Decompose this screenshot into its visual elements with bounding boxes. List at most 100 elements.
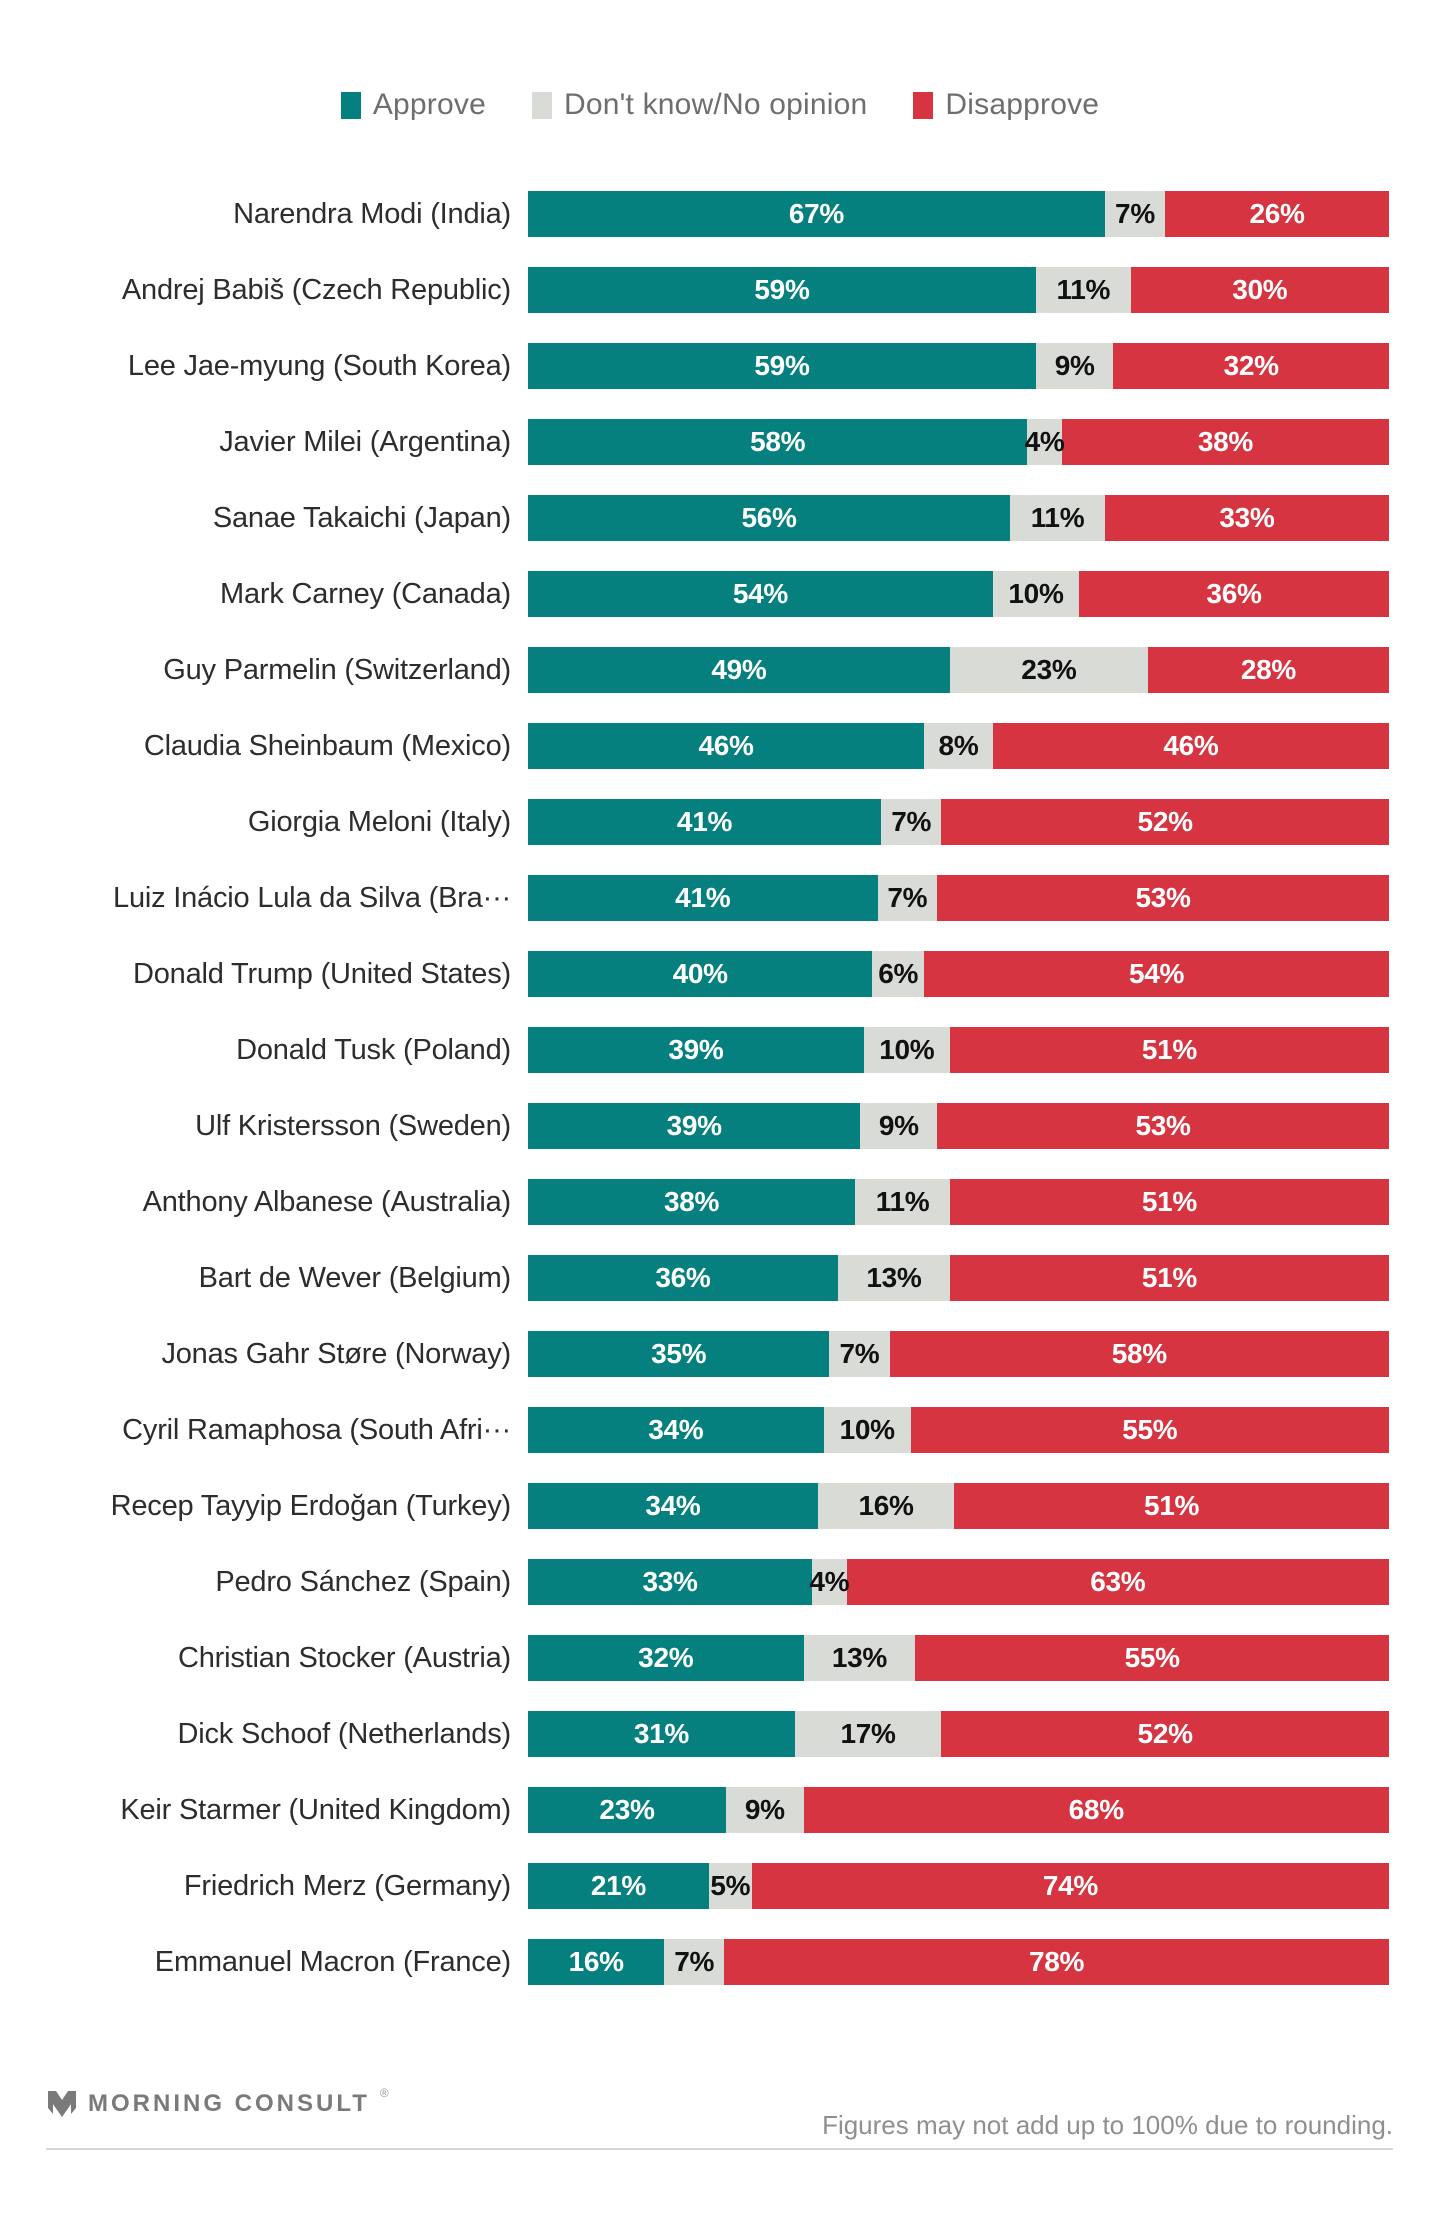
dont-know-segment: 7%	[877, 875, 938, 921]
leader-label: Bart de Wever (Belgium)	[198, 1261, 512, 1294]
disapprove-segment: 51%	[954, 1483, 1389, 1529]
approve-segment: 16%	[528, 1939, 665, 1985]
segment-value-label: 68%	[1068, 1794, 1124, 1825]
brand-name: MORNING CONSULT	[88, 2090, 370, 2117]
legend-item: Don't know/No opinion	[531, 88, 867, 122]
stacked-bar: 49% 23% 28%	[528, 647, 1389, 693]
segment-value-label: 59%	[754, 274, 810, 305]
disapprove-segment: 54%	[924, 951, 1389, 997]
stacked-bar: 46% 8% 46%	[528, 723, 1389, 769]
approve-segment: 40%	[528, 951, 873, 997]
approve-segment: 34%	[528, 1483, 818, 1529]
dont-know-segment: 7%	[829, 1331, 890, 1377]
segment-value-label: 7%	[887, 882, 928, 913]
leader-label: Jonas Gahr Støre (Norway)	[161, 1337, 511, 1370]
leader-label: Christian Stocker (Austria)	[177, 1641, 511, 1674]
dont-know-segment: 7%	[664, 1939, 725, 1985]
dont-know-segment: 13%	[837, 1255, 950, 1301]
stacked-bar: 54% 10% 36%	[528, 571, 1389, 617]
disapprove-segment: 30%	[1130, 267, 1389, 313]
disapprove-segment: 63%	[846, 1559, 1389, 1605]
stacked-bar: 41% 7% 52%	[528, 799, 1389, 845]
segment-value-label: 46%	[698, 730, 754, 761]
leader-label: Luiz Inácio Lula da Silva (Bra···	[113, 881, 511, 914]
approve-segment: 23%	[528, 1787, 727, 1833]
segment-value-label: 5%	[710, 1870, 751, 1901]
dont-know-segment: 10%	[823, 1407, 911, 1453]
dont-know-segment: 8%	[924, 723, 993, 769]
stacked-bar: 23% 9% 68%	[528, 1787, 1389, 1833]
stacked-bar: 34% 10% 55%	[528, 1407, 1389, 1453]
approve-segment: 46%	[528, 723, 925, 769]
leader-label: Mark Carney (Canada)	[220, 577, 511, 610]
approve-segment: 49%	[528, 647, 950, 693]
segment-value-label: 39%	[666, 1110, 722, 1141]
segment-value-label: 28%	[1240, 654, 1296, 685]
segment-value-label: 34%	[648, 1414, 704, 1445]
approve-segment: 34%	[528, 1407, 824, 1453]
disapprove-segment: 58%	[889, 1331, 1389, 1377]
leader-label: Keir Starmer (United Kingdom)	[120, 1793, 511, 1826]
segment-value-label: 21%	[590, 1870, 646, 1901]
segment-value-label: 10%	[879, 1034, 935, 1065]
segment-value-label: 53%	[1135, 882, 1191, 913]
stacked-bar: 41% 7% 53%	[528, 875, 1389, 921]
segment-value-label: 51%	[1141, 1034, 1197, 1065]
morning-consult-brand: MORNING CONSULT ®	[46, 2086, 389, 2120]
segment-value-label: 67%	[788, 198, 844, 229]
segment-value-label: 38%	[1197, 426, 1253, 457]
approve-segment: 56%	[528, 495, 1011, 541]
disapprove-segment: 26%	[1165, 191, 1389, 237]
segment-value-label: 7%	[839, 1338, 880, 1369]
stacked-bar: 32% 13% 55%	[528, 1635, 1389, 1681]
stacked-bar: 35% 7% 58%	[528, 1331, 1389, 1377]
segment-value-label: 7%	[1115, 198, 1155, 229]
chart-row: Lee Jae-myung (South Korea) 59% 9% 32%	[0, 343, 1440, 389]
chart-row: Ulf Kristersson (Sweden) 39% 9% 53%	[0, 1103, 1440, 1149]
segment-value-label: 16%	[568, 1946, 624, 1977]
dont-know-segment: 23%	[949, 647, 1148, 693]
dont-know-segment: 4%	[809, 1559, 850, 1605]
leader-label: Javier Milei (Argentina)	[219, 425, 511, 458]
disapprove-segment: 38%	[1061, 419, 1389, 465]
segment-value-label: 36%	[1206, 578, 1262, 609]
leader-label: Donald Tusk (Poland)	[236, 1033, 511, 1066]
segment-value-label: 36%	[655, 1262, 711, 1293]
chart-row: Pedro Sánchez (Spain) 33% 4% 63%	[0, 1559, 1440, 1605]
segment-value-label: 35%	[651, 1338, 707, 1369]
disapprove-segment: 74%	[751, 1863, 1389, 1909]
approve-segment: 33%	[528, 1559, 813, 1605]
approve-segment: 58%	[528, 419, 1028, 465]
segment-value-label: 41%	[675, 882, 731, 913]
leader-label: Sanae Takaichi (Japan)	[212, 501, 511, 534]
legend: Approve Don't know/No opinion Disapprove	[0, 0, 1440, 122]
disapprove-segment: 36%	[1079, 571, 1389, 617]
approve-segment: 31%	[528, 1711, 795, 1757]
chart-row: Donald Tusk (Poland) 39% 10% 51%	[0, 1027, 1440, 1073]
stacked-bar: 36% 13% 51%	[528, 1255, 1389, 1301]
chart-row: Dick Schoof (Netherlands) 31% 17% 52%	[0, 1711, 1440, 1757]
segment-value-label: 23%	[599, 1794, 655, 1825]
legend-item: Disapprove	[913, 88, 1099, 122]
segment-value-label: 23%	[1021, 654, 1077, 685]
segment-value-label: 32%	[638, 1642, 694, 1673]
segment-value-label: 51%	[1141, 1262, 1197, 1293]
chart-row: Keir Starmer (United Kingdom) 23% 9% 68%	[0, 1787, 1440, 1833]
approve-segment: 59%	[528, 343, 1036, 389]
dont-know-segment: 9%	[726, 1787, 804, 1833]
dont-know-segment: 11%	[1035, 267, 1131, 313]
legend-label: Approve	[372, 88, 486, 121]
leader-label: Guy Parmelin (Switzerland)	[163, 653, 511, 686]
dont-know-segment: 7%	[1104, 191, 1166, 237]
leader-label: Friedrich Merz (Germany)	[183, 1869, 511, 1902]
segment-value-label: 33%	[642, 1566, 698, 1597]
chart-row: Giorgia Meloni (Italy) 41% 7% 52%	[0, 799, 1440, 845]
chart-row: Christian Stocker (Austria) 32% 13% 55%	[0, 1635, 1440, 1681]
rounding-footnote: Figures may not add up to 100% due to ro…	[822, 2110, 1393, 2140]
segment-value-label: 51%	[1141, 1186, 1197, 1217]
disapprove-segment: 53%	[937, 1103, 1389, 1149]
segment-value-label: 11%	[1056, 274, 1111, 305]
chart-row: Luiz Inácio Lula da Silva (Bra··· 41% 7% 53…	[0, 875, 1440, 921]
approve-segment: 38%	[528, 1179, 856, 1225]
